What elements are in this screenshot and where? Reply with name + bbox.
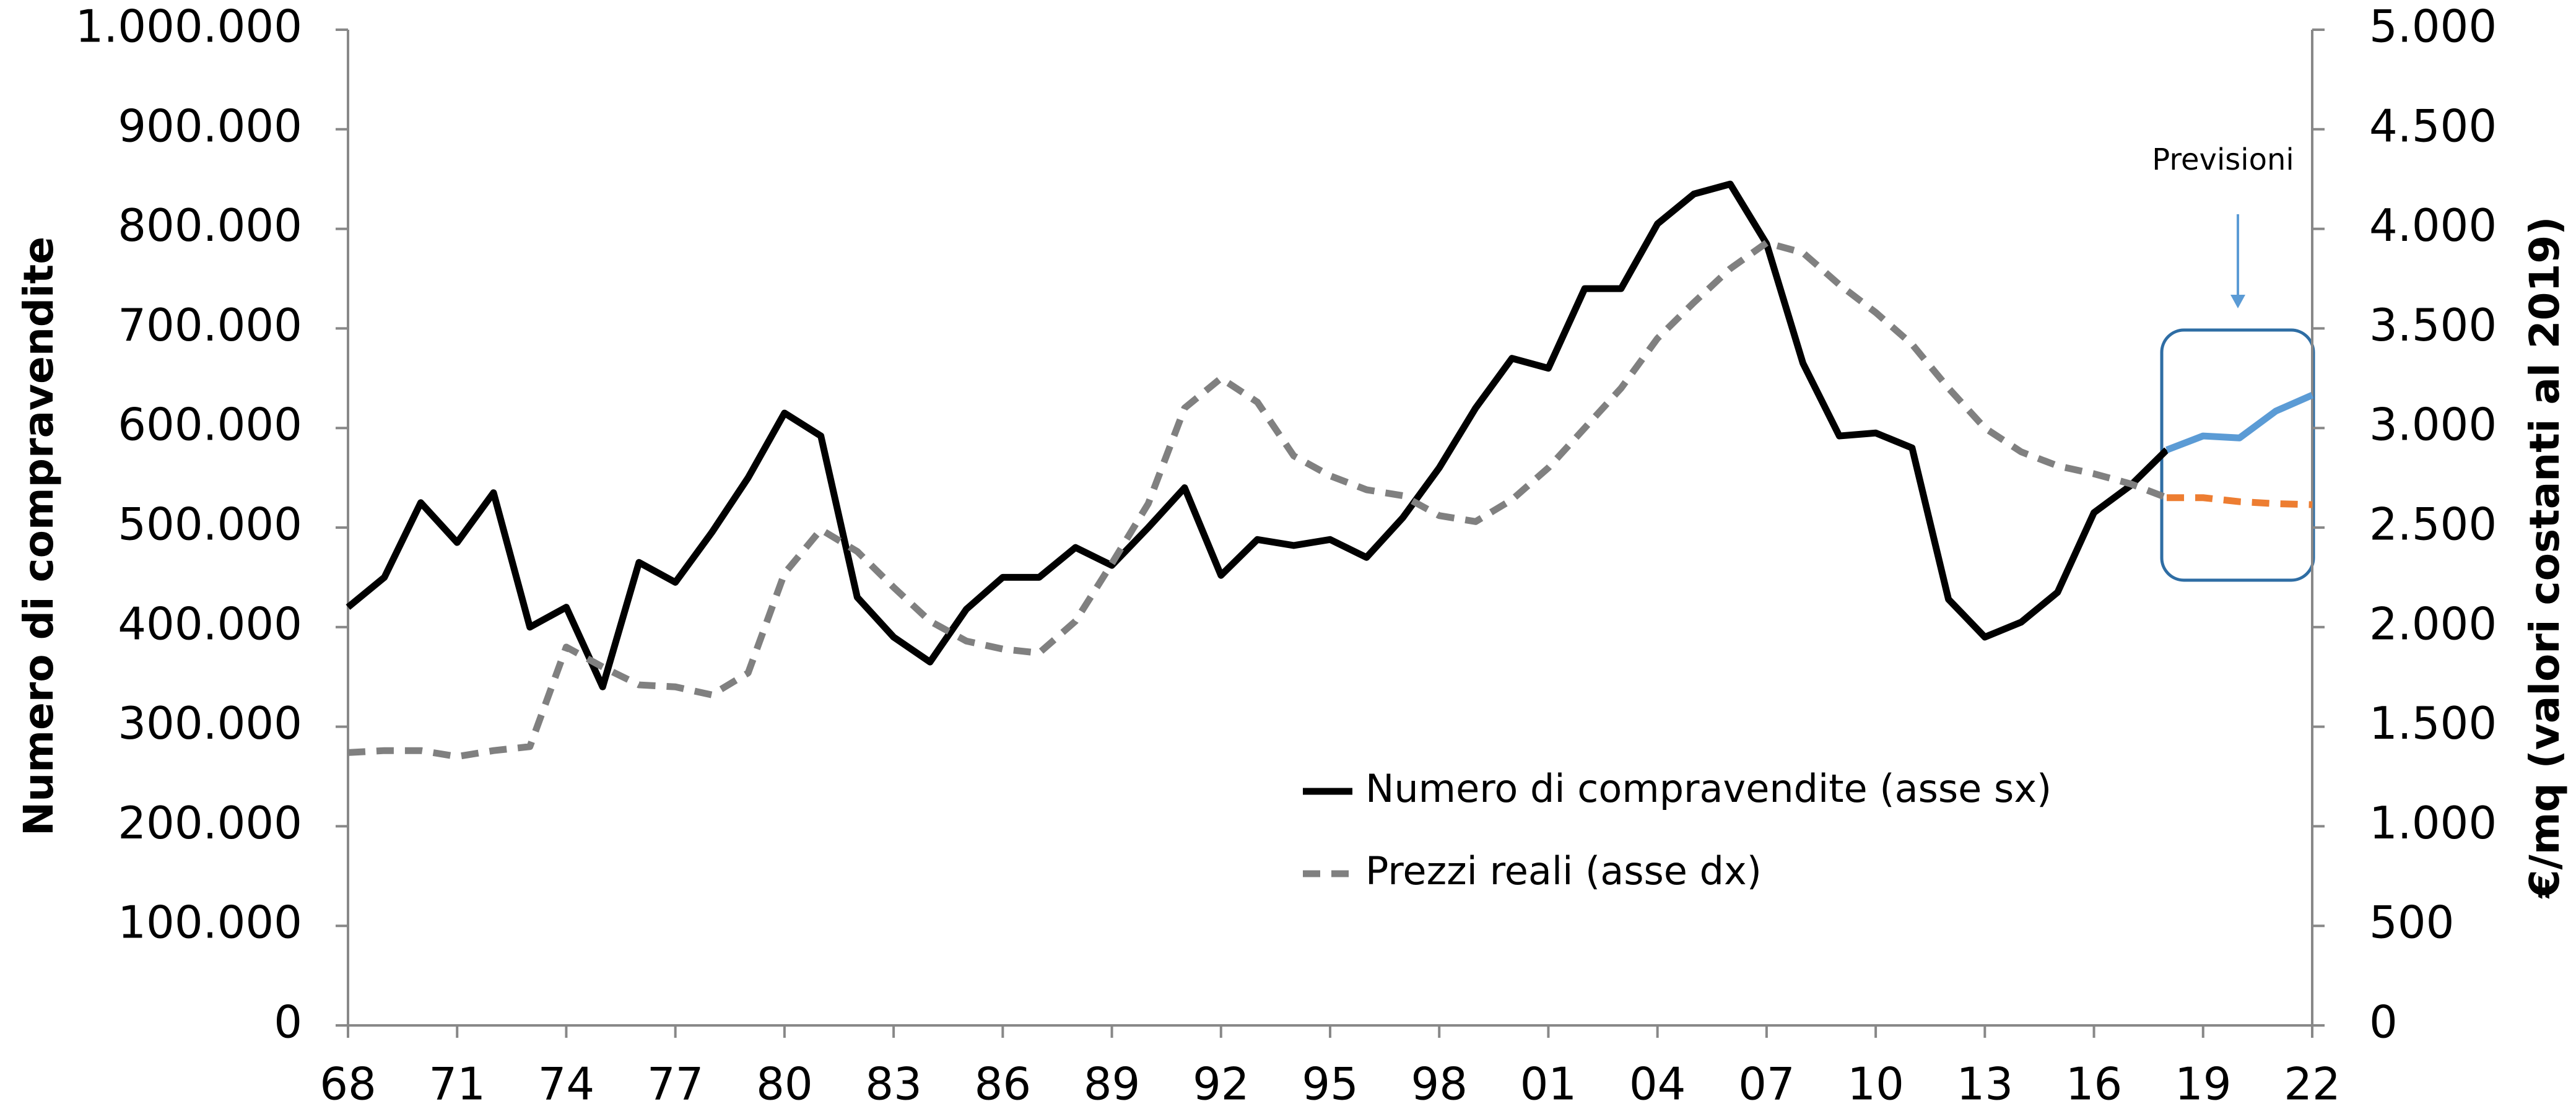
y2-tick-label: 3.000 <box>2369 399 2497 451</box>
y2-axis-title: €/mq (valori costanti al 2019) <box>2521 217 2569 900</box>
forecast-line <box>2167 494 2313 508</box>
y-tick-label: 900.000 <box>118 100 302 152</box>
x-tick-label: 04 <box>1629 1058 1686 1107</box>
x-tick-label: 01 <box>1520 1058 1577 1107</box>
annotation: Previsioni <box>2152 142 2294 177</box>
legend-label: Prezzi reali (asse dx) <box>1365 848 1762 894</box>
x-tick-label: 80 <box>756 1058 813 1107</box>
y-tick-label: 300.000 <box>118 697 302 749</box>
y2-tick-label: 0 <box>2369 996 2398 1048</box>
y-tick-label: 0 <box>274 996 302 1048</box>
y2-tick-label: 3.500 <box>2369 299 2497 351</box>
y-tick-label: 400.000 <box>118 598 302 650</box>
y2-tick-label: 2.000 <box>2369 598 2497 650</box>
y2-tick-label: 2.500 <box>2369 498 2497 550</box>
annotation-arrowhead <box>2230 295 2245 308</box>
y-tick-label: 700.000 <box>118 299 302 351</box>
forecast-line <box>2165 392 2314 453</box>
x-tick-label: 07 <box>1738 1058 1795 1107</box>
x-tick-label: 86 <box>975 1058 1032 1107</box>
x-tick-label: 74 <box>538 1058 595 1107</box>
legend-label: Numero di compravendite (asse sx) <box>1365 766 2052 811</box>
y-tick-label: 1.000.000 <box>76 1 302 53</box>
x-tick-label: 13 <box>1957 1058 2014 1107</box>
y2-tick-label: 5.000 <box>2369 1 2497 53</box>
y-tick-label: 100.000 <box>118 897 302 949</box>
x-tick-label: 22 <box>2284 1058 2341 1107</box>
x-tick-label: 71 <box>429 1058 485 1107</box>
x-tick-label: 83 <box>865 1058 922 1107</box>
series-line <box>347 239 2169 760</box>
y-tick-label: 600.000 <box>118 399 302 451</box>
y-tick-label: 800.000 <box>118 199 302 251</box>
y2-tick-label: 1.000 <box>2369 797 2497 849</box>
x-tick-label: 89 <box>1084 1058 1141 1107</box>
y2-tick-label: 1.500 <box>2369 697 2497 749</box>
x-tick-label: 92 <box>1193 1058 1250 1107</box>
x-tick-label: 19 <box>2175 1058 2232 1107</box>
y-axis-title: Numero di compravendite <box>15 237 63 836</box>
y-tick-label: 500.000 <box>118 498 302 550</box>
y2-tick-label: 4.500 <box>2369 100 2497 152</box>
series-line <box>346 180 2169 690</box>
x-tick-label: 77 <box>647 1058 704 1107</box>
x-tick-label: 95 <box>1302 1058 1359 1107</box>
y-tick-label: 200.000 <box>118 797 302 849</box>
x-tick-label: 68 <box>320 1058 376 1107</box>
x-tick-label: 16 <box>2066 1058 2123 1107</box>
y2-tick-label: 4.000 <box>2369 199 2497 251</box>
y2-tick-label: 500 <box>2369 897 2454 949</box>
x-tick-label: 10 <box>1847 1058 1904 1107</box>
forecast-box <box>2160 328 2315 582</box>
x-tick-label: 98 <box>1411 1058 1468 1107</box>
